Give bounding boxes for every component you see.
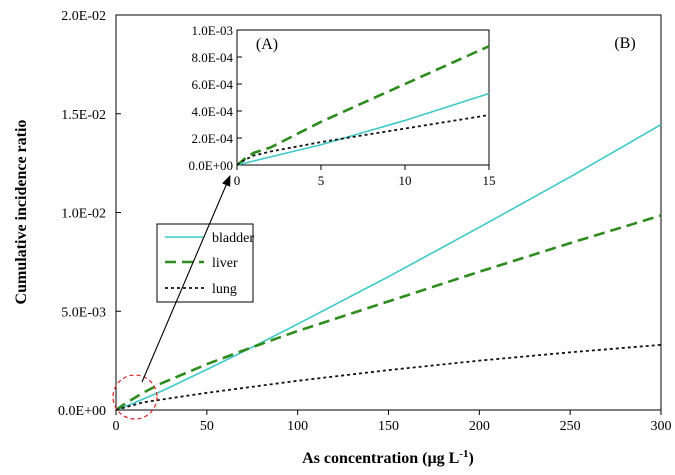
main-x-tick-label: 200: [469, 419, 490, 434]
main-y-ticks: 0.0E+00 5.0E-03 1.0E-02 1.5E-02 2.0E-02: [58, 9, 121, 419]
main-x-ticks: 0 50 100 150 200 250 300: [113, 410, 672, 434]
legend-label-lung: lung: [212, 282, 237, 297]
inset-series-liver-line: [236, 45, 490, 167]
main-series-lung-line: [115, 343, 662, 411]
inset-x-tick-label: 10: [399, 173, 412, 188]
main-x-tick-label: 250: [560, 419, 581, 434]
legend-label-bladder: bladder: [212, 231, 254, 246]
inset-y-tick-label: 2.0E-04: [191, 131, 233, 146]
main-y-tick-label: 1.0E-02: [61, 207, 106, 222]
x-axis-title-close: ): [469, 450, 474, 467]
inset-series-bladder-line: [236, 92, 490, 166]
zoom-region-circle: [112, 374, 158, 420]
inset-x-tick-label: 15: [483, 173, 496, 188]
main-x-tick-label: 50: [200, 419, 214, 434]
zoom-arrow: [141, 174, 231, 383]
inset-x-tick-label: 5: [318, 173, 325, 188]
main-series-liver-line: [115, 214, 662, 412]
main-x-tick-label: 150: [378, 419, 399, 434]
inset-series-group: [236, 45, 490, 167]
main-series-bladder-line: [115, 123, 662, 411]
inset-x-tick-label: 0: [234, 173, 241, 188]
main-panel-label: (B): [614, 35, 635, 52]
main-x-tick-label: 100: [287, 419, 308, 434]
legend: bladder liver lung: [156, 223, 254, 303]
x-axis-title-main: As concentration (µg L: [302, 450, 459, 467]
inset-y-tick-label: 4.0E-04: [191, 104, 233, 119]
x-axis-title: As concentration (µg L-1): [302, 448, 474, 467]
y-axis-title: Cumulative incidence ratio: [13, 120, 30, 305]
inset-y-tick-label: 1.0E-03: [191, 23, 233, 38]
inset-y-tick-label: 0.0E+00: [188, 158, 233, 173]
inset-y-ticks: 0.0E+00 2.0E-04 4.0E-04 6.0E-04 8.0E-04 1.0E-…: [188, 23, 242, 173]
inset-y-tick-label: 6.0E-04: [191, 77, 233, 92]
inset-panel-label: (A): [256, 36, 278, 53]
main-y-tick-label: 1.5E-02: [61, 108, 106, 123]
legend-label-liver: liver: [212, 256, 238, 271]
inset-y-tick-label: 8.0E-04: [191, 50, 233, 65]
x-axis-title-superscript: -1: [459, 448, 468, 460]
main-series-group: [115, 123, 662, 412]
main-y-tick-label: 0.0E+00: [58, 404, 106, 419]
main-y-tick-label: 5.0E-03: [61, 305, 106, 320]
inset-x-ticks: 0 5 10 15: [234, 165, 496, 188]
main-x-tick-label: 0: [113, 419, 120, 434]
main-x-tick-label: 300: [651, 419, 672, 434]
main-y-tick-label: 2.0E-02: [61, 9, 106, 24]
inset-plot-frame: [236, 29, 490, 166]
inset-series-lung-line: [236, 114, 490, 166]
